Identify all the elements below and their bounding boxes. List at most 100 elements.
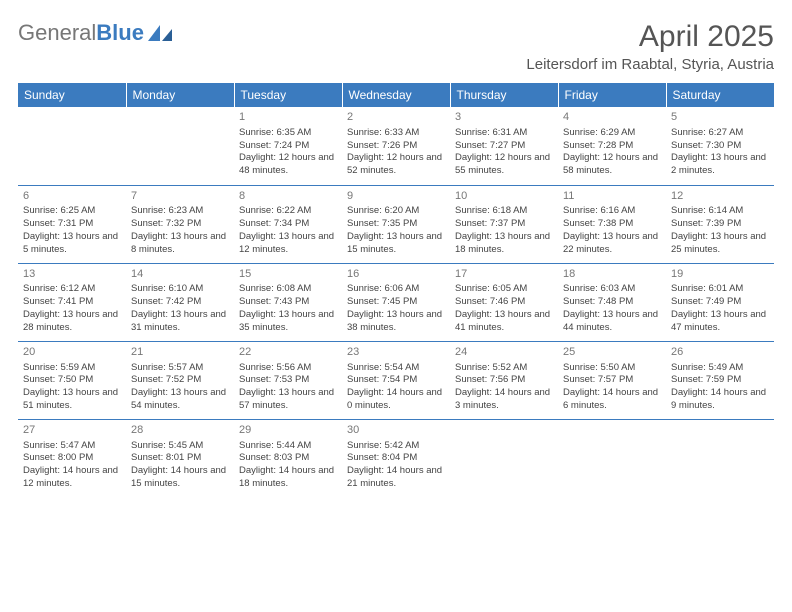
sunrise-line: Sunrise: 6:29 AM xyxy=(563,127,661,140)
sunset-line: Sunset: 7:52 PM xyxy=(131,374,229,387)
calendar-empty-cell xyxy=(450,419,558,497)
daylight-line: Daylight: 14 hours and 21 minutes. xyxy=(347,465,445,491)
sunset-line: Sunset: 7:32 PM xyxy=(131,218,229,231)
calendar-day-cell: 29Sunrise: 5:44 AMSunset: 8:03 PMDayligh… xyxy=(234,419,342,497)
daylight-line: Daylight: 12 hours and 58 minutes. xyxy=(563,152,661,178)
weekday-header: Monday xyxy=(126,83,234,107)
sunrise-line: Sunrise: 5:42 AM xyxy=(347,440,445,453)
calendar-week-row: 27Sunrise: 5:47 AMSunset: 8:00 PMDayligh… xyxy=(18,419,774,497)
day-number: 19 xyxy=(671,267,769,282)
sunset-line: Sunset: 7:50 PM xyxy=(23,374,121,387)
daylight-line: Daylight: 14 hours and 6 minutes. xyxy=(563,387,661,413)
location-subtitle: Leitersdorf im Raabtal, Styria, Austria xyxy=(526,56,774,73)
calendar-day-cell: 18Sunrise: 6:03 AMSunset: 7:48 PMDayligh… xyxy=(558,263,666,341)
daylight-line: Daylight: 13 hours and 31 minutes. xyxy=(131,309,229,335)
daylight-line: Daylight: 13 hours and 12 minutes. xyxy=(239,231,337,257)
sunrise-line: Sunrise: 6:33 AM xyxy=(347,127,445,140)
sunset-line: Sunset: 7:37 PM xyxy=(455,218,553,231)
day-number: 22 xyxy=(239,345,337,360)
brand-name-gray: General xyxy=(18,20,96,45)
day-number: 24 xyxy=(455,345,553,360)
day-number: 4 xyxy=(563,110,661,125)
sunrise-line: Sunrise: 6:10 AM xyxy=(131,283,229,296)
sunset-line: Sunset: 7:53 PM xyxy=(239,374,337,387)
calendar-table: SundayMondayTuesdayWednesdayThursdayFrid… xyxy=(18,83,774,497)
daylight-line: Daylight: 14 hours and 3 minutes. xyxy=(455,387,553,413)
sunset-line: Sunset: 7:26 PM xyxy=(347,140,445,153)
sunset-line: Sunset: 7:48 PM xyxy=(563,296,661,309)
calendar-day-cell: 30Sunrise: 5:42 AMSunset: 8:04 PMDayligh… xyxy=(342,419,450,497)
calendar-day-cell: 15Sunrise: 6:08 AMSunset: 7:43 PMDayligh… xyxy=(234,263,342,341)
sunset-line: Sunset: 7:28 PM xyxy=(563,140,661,153)
day-number: 18 xyxy=(563,267,661,282)
sunrise-line: Sunrise: 5:52 AM xyxy=(455,362,553,375)
sunset-line: Sunset: 7:57 PM xyxy=(563,374,661,387)
sunset-line: Sunset: 7:35 PM xyxy=(347,218,445,231)
calendar-day-cell: 2Sunrise: 6:33 AMSunset: 7:26 PMDaylight… xyxy=(342,107,450,185)
daylight-line: Daylight: 13 hours and 47 minutes. xyxy=(671,309,769,335)
calendar-day-cell: 3Sunrise: 6:31 AMSunset: 7:27 PMDaylight… xyxy=(450,107,558,185)
brand-logo: GeneralBlue xyxy=(18,20,174,46)
calendar-empty-cell xyxy=(666,419,774,497)
calendar-day-cell: 25Sunrise: 5:50 AMSunset: 7:57 PMDayligh… xyxy=(558,341,666,419)
sunset-line: Sunset: 7:30 PM xyxy=(671,140,769,153)
day-number: 13 xyxy=(23,267,121,282)
calendar-day-cell: 4 Sunrise: 6:29 AMSunset: 7:28 PMDaylight… xyxy=(558,107,666,185)
sunrise-line: Sunrise: 6:01 AM xyxy=(671,283,769,296)
title-block: April 2025 Leitersdorf im Raabtal, Styri… xyxy=(526,20,774,73)
daylight-line: Daylight: 14 hours and 9 minutes. xyxy=(671,387,769,413)
day-number: 25 xyxy=(563,345,661,360)
sunset-line: Sunset: 7:34 PM xyxy=(239,218,337,231)
daylight-line: Daylight: 13 hours and 51 minutes. xyxy=(23,387,121,413)
sunrise-line: Sunrise: 6:03 AM xyxy=(563,283,661,296)
calendar-day-cell: 5Sunrise: 6:27 AMSunset: 7:30 PMDaylight… xyxy=(666,107,774,185)
daylight-line: Daylight: 12 hours and 48 minutes. xyxy=(239,152,337,178)
sunset-line: Sunset: 8:03 PM xyxy=(239,452,337,465)
daylight-line: Daylight: 13 hours and 35 minutes. xyxy=(239,309,337,335)
day-number: 5 xyxy=(671,110,769,125)
calendar-day-cell: 11Sunrise: 6:16 AMSunset: 7:38 PMDayligh… xyxy=(558,185,666,263)
weekday-header: Thursday xyxy=(450,83,558,107)
day-number: 7 xyxy=(131,189,229,204)
calendar-day-cell: 13Sunrise: 6:12 AMSunset: 7:41 PMDayligh… xyxy=(18,263,126,341)
sunset-line: Sunset: 7:45 PM xyxy=(347,296,445,309)
day-number: 21 xyxy=(131,345,229,360)
weekday-header: Sunday xyxy=(18,83,126,107)
sail-icon xyxy=(146,23,174,43)
sunrise-line: Sunrise: 5:56 AM xyxy=(239,362,337,375)
sunrise-line: Sunrise: 6:18 AM xyxy=(455,205,553,218)
calendar-empty-cell xyxy=(126,107,234,185)
calendar-week-row: 13Sunrise: 6:12 AMSunset: 7:41 PMDayligh… xyxy=(18,263,774,341)
sunset-line: Sunset: 7:54 PM xyxy=(347,374,445,387)
brand-name-blue: Blue xyxy=(96,20,144,45)
calendar-empty-cell xyxy=(558,419,666,497)
calendar-day-cell: 14Sunrise: 6:10 AMSunset: 7:42 PMDayligh… xyxy=(126,263,234,341)
day-number: 3 xyxy=(455,110,553,125)
calendar-day-cell: 20 Sunrise: 5:59 AMSunset: 7:50 PMDayligh… xyxy=(18,341,126,419)
daylight-line: Daylight: 13 hours and 38 minutes. xyxy=(347,309,445,335)
sunrise-line: Sunrise: 6:14 AM xyxy=(671,205,769,218)
brand-name: GeneralBlue xyxy=(18,20,144,46)
day-number: 8 xyxy=(239,189,337,204)
daylight-line: Daylight: 12 hours and 52 minutes. xyxy=(347,152,445,178)
daylight-line: Daylight: 13 hours and 5 minutes. xyxy=(23,231,121,257)
day-number: 20 xyxy=(23,345,121,360)
daylight-line: Daylight: 13 hours and 54 minutes. xyxy=(131,387,229,413)
calendar-day-cell: 1Sunrise: 6:35 AMSunset: 7:24 PMDaylight… xyxy=(234,107,342,185)
daylight-line: Daylight: 13 hours and 2 minutes. xyxy=(671,152,769,178)
daylight-line: Daylight: 12 hours and 55 minutes. xyxy=(455,152,553,178)
calendar-week-row: 20Sunrise: 5:59 AMSunset: 7:50 PMDayligh… xyxy=(18,341,774,419)
sunset-line: Sunset: 7:24 PM xyxy=(239,140,337,153)
daylight-line: Daylight: 13 hours and 8 minutes. xyxy=(131,231,229,257)
sunset-line: Sunset: 7:43 PM xyxy=(239,296,337,309)
day-number: 11 xyxy=(563,189,661,204)
daylight-line: Daylight: 13 hours and 41 minutes. xyxy=(455,309,553,335)
calendar-day-cell: 22Sunrise: 5:56 AMSunset: 7:53 PMDayligh… xyxy=(234,341,342,419)
sunrise-line: Sunrise: 6:31 AM xyxy=(455,127,553,140)
day-number: 14 xyxy=(131,267,229,282)
sunset-line: Sunset: 7:59 PM xyxy=(671,374,769,387)
sunrise-line: Sunrise: 5:45 AM xyxy=(131,440,229,453)
sunrise-line: Sunrise: 5:59 AM xyxy=(23,362,121,375)
weekday-header: Tuesday xyxy=(234,83,342,107)
month-title: April 2025 xyxy=(526,20,774,54)
